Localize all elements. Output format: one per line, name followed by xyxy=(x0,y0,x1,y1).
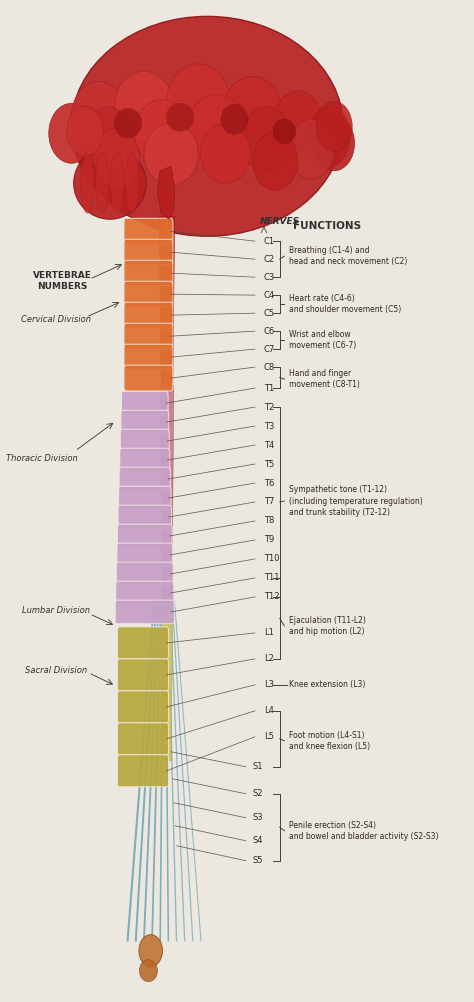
Text: T9: T9 xyxy=(264,535,274,544)
Ellipse shape xyxy=(221,104,248,134)
Ellipse shape xyxy=(135,99,189,167)
Ellipse shape xyxy=(139,935,163,967)
Ellipse shape xyxy=(289,119,334,179)
FancyBboxPatch shape xyxy=(119,467,170,491)
Polygon shape xyxy=(161,596,173,761)
FancyBboxPatch shape xyxy=(118,659,169,690)
Text: T12: T12 xyxy=(264,592,280,601)
Text: L1: L1 xyxy=(264,628,274,637)
Text: L4: L4 xyxy=(264,706,274,715)
FancyBboxPatch shape xyxy=(121,392,168,415)
Text: Heart rate (C4-6)
and shoulder movement (C5): Heart rate (C4-6) and shoulder movement … xyxy=(289,295,401,315)
Ellipse shape xyxy=(125,153,139,213)
Text: T4: T4 xyxy=(264,441,274,450)
Text: Breathing (C1-4) and
head and neck movement (C2): Breathing (C1-4) and head and neck movem… xyxy=(289,246,407,267)
Text: Ejaculation (T11-L2)
and hip motion (L2): Ejaculation (T11-L2) and hip motion (L2) xyxy=(289,616,366,636)
FancyBboxPatch shape xyxy=(118,755,169,787)
Ellipse shape xyxy=(67,106,103,156)
FancyBboxPatch shape xyxy=(121,410,169,434)
Text: T1: T1 xyxy=(264,384,274,393)
Text: C4: C4 xyxy=(264,291,275,300)
Ellipse shape xyxy=(201,123,250,183)
Text: Sympathetic tone (T1-12)
(including temperature regulation)
and trunk stability : Sympathetic tone (T1-12) (including temp… xyxy=(289,485,423,517)
Ellipse shape xyxy=(81,153,94,213)
Text: T5: T5 xyxy=(264,460,274,469)
Text: FUNCTIONS: FUNCTIONS xyxy=(293,221,362,231)
Text: Hand and finger
movement (C8-T1): Hand and finger movement (C8-T1) xyxy=(289,369,360,389)
FancyBboxPatch shape xyxy=(120,448,170,472)
Text: C2: C2 xyxy=(264,255,275,264)
FancyBboxPatch shape xyxy=(118,486,171,510)
Ellipse shape xyxy=(314,116,355,170)
FancyBboxPatch shape xyxy=(124,345,173,370)
Text: L3: L3 xyxy=(264,680,274,689)
Text: Wrist and elbow
movement (C6-7): Wrist and elbow movement (C6-7) xyxy=(289,330,356,350)
Text: C7: C7 xyxy=(264,345,275,354)
Text: T6: T6 xyxy=(264,479,274,488)
Text: L2: L2 xyxy=(264,654,274,663)
FancyBboxPatch shape xyxy=(124,261,173,287)
Text: Foot motion (L4-S1)
and knee flexion (L5): Foot motion (L4-S1) and knee flexion (L5… xyxy=(289,730,370,750)
FancyBboxPatch shape xyxy=(118,524,172,548)
FancyBboxPatch shape xyxy=(124,324,173,349)
Polygon shape xyxy=(165,216,170,601)
Text: Penile erection (S2-S4)
and bowel and bladder activity (S2-S3): Penile erection (S2-S4) and bowel and bl… xyxy=(289,821,438,841)
Text: C1: C1 xyxy=(264,236,275,245)
FancyBboxPatch shape xyxy=(115,600,174,623)
FancyBboxPatch shape xyxy=(124,365,173,391)
Ellipse shape xyxy=(253,132,298,190)
Text: T11: T11 xyxy=(264,573,280,582)
Text: L5: L5 xyxy=(264,732,274,741)
Ellipse shape xyxy=(241,107,291,171)
Ellipse shape xyxy=(83,107,133,171)
Text: C3: C3 xyxy=(264,273,275,282)
FancyBboxPatch shape xyxy=(117,543,173,567)
FancyBboxPatch shape xyxy=(124,239,173,266)
Ellipse shape xyxy=(187,94,246,164)
Ellipse shape xyxy=(114,71,173,141)
Text: T8: T8 xyxy=(264,516,274,525)
Text: Cervical Division: Cervical Division xyxy=(20,315,91,324)
Ellipse shape xyxy=(72,16,343,236)
Ellipse shape xyxy=(144,123,198,185)
Ellipse shape xyxy=(309,106,350,166)
Text: S5: S5 xyxy=(253,857,263,865)
FancyBboxPatch shape xyxy=(124,282,173,307)
Text: S3: S3 xyxy=(253,814,263,823)
FancyBboxPatch shape xyxy=(118,627,169,659)
Text: C8: C8 xyxy=(264,363,275,372)
FancyBboxPatch shape xyxy=(118,690,169,722)
Text: S2: S2 xyxy=(253,790,263,799)
Ellipse shape xyxy=(273,119,296,143)
FancyBboxPatch shape xyxy=(116,581,174,605)
Text: Thoracic Division: Thoracic Division xyxy=(6,454,78,463)
FancyBboxPatch shape xyxy=(117,562,173,586)
Text: VERTEBRAE
NUMBERS: VERTEBRAE NUMBERS xyxy=(33,272,92,292)
Text: T10: T10 xyxy=(264,554,280,563)
Text: Knee extension (L3): Knee extension (L3) xyxy=(289,680,365,689)
Polygon shape xyxy=(160,386,174,596)
Ellipse shape xyxy=(273,91,323,155)
FancyBboxPatch shape xyxy=(118,722,169,755)
Text: T3: T3 xyxy=(264,422,274,431)
Ellipse shape xyxy=(316,101,352,151)
FancyBboxPatch shape xyxy=(118,505,172,529)
Ellipse shape xyxy=(114,108,142,138)
Ellipse shape xyxy=(166,64,230,139)
Text: C5: C5 xyxy=(264,309,275,318)
Text: C6: C6 xyxy=(264,327,275,336)
Ellipse shape xyxy=(49,103,94,163)
Polygon shape xyxy=(159,216,175,386)
Text: T7: T7 xyxy=(264,498,274,506)
Text: T2: T2 xyxy=(264,403,274,412)
Ellipse shape xyxy=(95,153,109,213)
Text: NERVES: NERVES xyxy=(259,216,300,225)
Text: Sacral Division: Sacral Division xyxy=(25,666,87,675)
Ellipse shape xyxy=(110,153,124,213)
Text: S4: S4 xyxy=(253,837,263,846)
Ellipse shape xyxy=(94,128,139,188)
Text: S1: S1 xyxy=(253,763,263,772)
Ellipse shape xyxy=(223,76,282,146)
Ellipse shape xyxy=(166,103,194,131)
Text: Lumbar Division: Lumbar Division xyxy=(21,606,90,615)
